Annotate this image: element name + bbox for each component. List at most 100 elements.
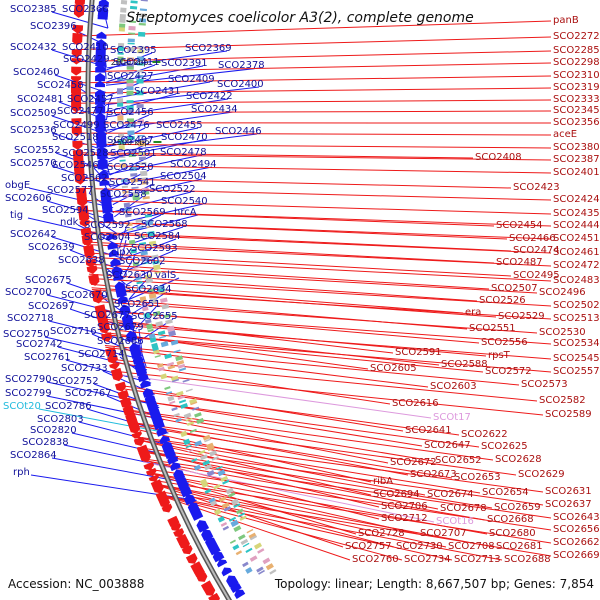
gene-arrow [79,220,90,228]
gene-label: obgE [5,180,30,191]
label-connector [82,232,552,254]
gene-label: SCO2803 [37,414,84,425]
gene-label: SCO2625 [481,441,528,452]
gene-label: SCO2790 [5,374,52,385]
gene-label: SCO2706 [381,501,428,512]
feature-block [194,412,202,418]
feature-block [157,288,166,292]
gene-label: SCO2410 [62,42,109,53]
feature-block [138,151,146,156]
feature-block [129,5,138,10]
feature-block [173,412,180,418]
feature-block [117,115,124,121]
feature-block [204,488,212,494]
label-connector [72,110,552,114]
feature-block [157,363,164,369]
gene-label: SCO2680 [489,528,536,539]
gene-label: SCO2451 [553,233,600,244]
gene-arrow [82,238,93,247]
gene-label: SCO2577 [47,185,94,196]
gene-label: SCO2502 [553,300,600,311]
feature-block [139,296,147,303]
feature-block [202,460,211,466]
gene-arrow [95,58,106,67]
gene-label: SCO2670 [61,290,108,301]
gene-arrow [153,418,165,430]
feature-block [141,302,148,307]
feature-block [222,479,230,485]
label-connector [134,438,426,496]
gene-label: SCO2385 [10,4,57,15]
feature-block [201,483,209,489]
gene-arrow [119,304,131,316]
label-connector [72,36,552,51]
gene-label: SCO2522 [149,184,196,195]
gene-label: SCO2536 [10,125,57,136]
gene-arrow [140,379,151,389]
gene-label: SCO2476 [103,120,150,131]
feature-block [122,190,129,194]
gene-arrow [84,250,95,259]
gene-label: SCO2487 [496,257,543,268]
feature-block [133,266,140,269]
gene-arrow [130,347,143,360]
gene-arrow [71,66,82,76]
gene-arrow [112,372,123,382]
gene-label: SCO2513 [553,313,600,324]
feature-block [175,418,182,423]
gene-label: era [465,307,481,318]
feature-block [215,465,223,470]
gene-arrow [189,506,202,518]
gene-arrow [152,483,164,494]
gene-arrow [101,332,113,343]
label-connector [72,50,552,63]
feature-block [126,118,135,123]
gene-arrow [114,381,127,392]
feature-block [127,130,135,136]
feature-block [253,542,263,550]
feature-block [232,544,240,551]
feature-block [117,98,124,103]
feature-block [127,38,135,43]
feature-block [141,187,149,191]
gene-arrow [76,196,88,207]
gene-label: SCO2589 [545,409,592,420]
gene-label: SCO2424 [553,194,600,205]
gene-label: SCO2639 [28,242,75,253]
feature-block [136,75,144,78]
gene-arrow [95,80,106,88]
gene-label: SCO2568 [141,219,188,230]
label-connector [156,493,453,561]
feature-block [137,134,145,137]
gene-label: SCO2345 [553,105,600,116]
gene-label: SCO2786 [45,401,92,412]
feature-block [120,7,127,13]
gene-label: SCO2285 [553,45,600,56]
gene-arrow [122,318,135,331]
feature-block [140,177,148,180]
feature-block [119,23,126,28]
label-connector [74,153,552,161]
feature-block [127,123,135,128]
gene-label: SCO2634 [125,284,172,295]
gene-arrow [96,137,107,148]
gene-arrow [92,295,104,304]
gene-arrow [95,102,106,114]
gene-label: ribA [373,476,393,487]
gene-arrow [95,129,107,142]
feature-block [125,213,132,218]
feature-block [182,378,190,383]
gene-arrow [99,178,110,187]
feature-block [187,449,194,453]
feature-block [140,180,149,185]
feature-block [159,335,167,339]
gene-label: SCO2707 [420,528,467,539]
feature-block [163,313,172,319]
gene-label: SCO2760 [352,554,399,565]
gene-arrow [216,559,228,568]
gene-label: SCO2606 [5,193,52,204]
label-connector [133,436,544,493]
map-title: Streptomyces coelicolor A3(2), complete … [126,10,474,26]
feature-block [183,438,191,446]
feature-block [146,225,154,229]
